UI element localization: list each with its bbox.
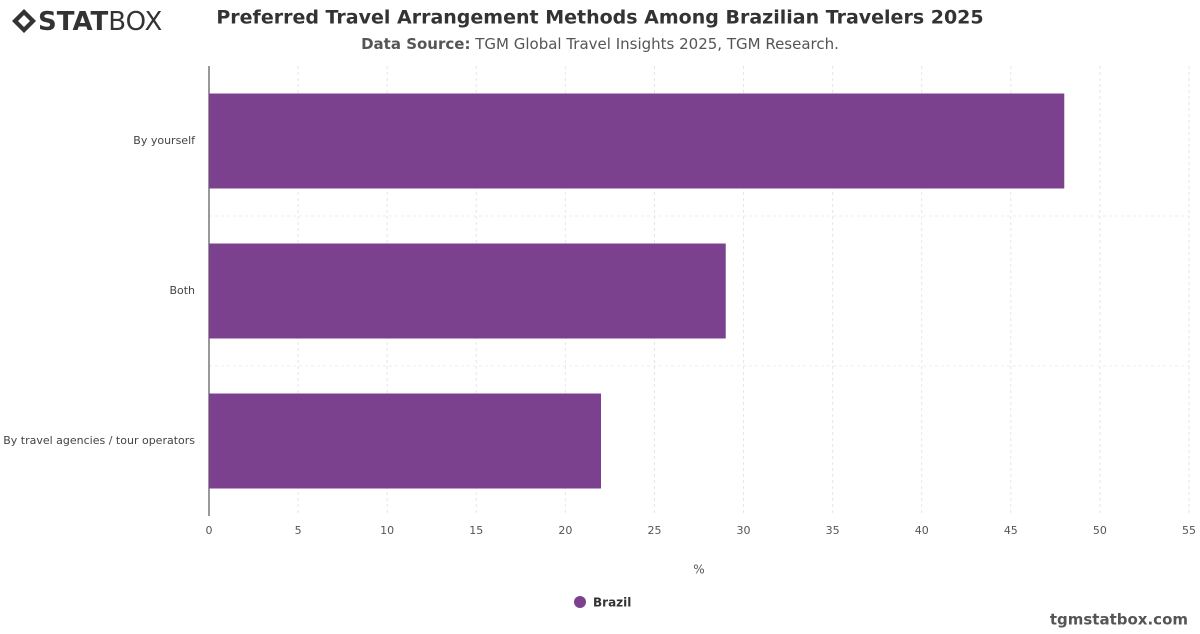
x-tick-label: 10 <box>380 524 394 537</box>
chart-title: Preferred Travel Arrangement Methods Amo… <box>216 7 983 29</box>
y-tick-label: By travel agencies / tour operators <box>3 434 195 447</box>
bar <box>209 393 601 489</box>
legend-marker <box>574 596 586 608</box>
logo: STATBOX <box>12 7 162 37</box>
y-tick-label: By yourself <box>133 134 196 147</box>
logo-text: STATBOX <box>38 7 162 37</box>
x-tick-label: 25 <box>647 524 661 537</box>
x-tick-label: 5 <box>295 524 302 537</box>
x-tick-label: 45 <box>1004 524 1018 537</box>
legend-label: Brazil <box>593 596 631 610</box>
x-tick-label: 15 <box>469 524 483 537</box>
chart-subtitle: Data Source: TGM Global Travel Insights … <box>361 35 839 53</box>
x-axis-label: % <box>693 563 704 577</box>
x-tick-label: 50 <box>1093 524 1107 537</box>
footer: tgmstatbox.com <box>1050 611 1188 629</box>
x-tick-label: 30 <box>737 524 751 537</box>
x-tick-label: 20 <box>558 524 572 537</box>
x-tick-label: 35 <box>826 524 840 537</box>
bar <box>209 243 726 339</box>
x-tick-label: 55 <box>1182 524 1196 537</box>
logo-light: BOX <box>108 7 162 37</box>
bar <box>209 93 1065 189</box>
logo-bold: STAT <box>38 7 109 37</box>
x-tick-label: 40 <box>915 524 929 537</box>
source: TGM Global Travel Insights 2025, TGM Res… <box>474 35 839 53</box>
x-tick-label: 0 <box>206 524 213 537</box>
y-tick-label: Both <box>169 284 195 297</box>
logo-icon <box>12 9 36 33</box>
source-label: Data Source: <box>361 35 470 53</box>
